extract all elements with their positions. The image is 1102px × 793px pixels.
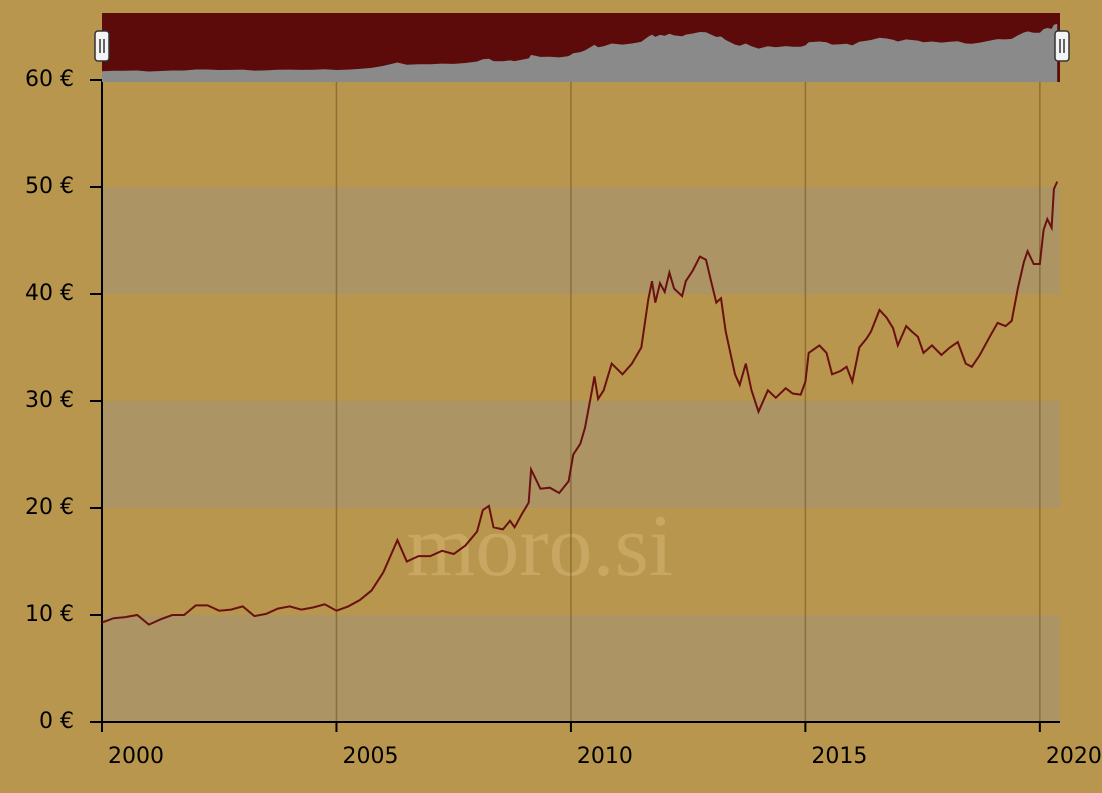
- x-tick-label: 2005: [342, 744, 398, 769]
- grid-band: [102, 401, 1060, 508]
- x-tick-label: 2020: [1046, 744, 1102, 769]
- y-tick-label: 60 €: [25, 67, 74, 92]
- x-tick-label: 2010: [577, 744, 633, 769]
- grid-band: [102, 615, 1060, 722]
- navigator-handle[interactable]: [94, 30, 110, 62]
- y-tick-label: 50 €: [25, 174, 74, 199]
- y-tick-label: 10 €: [25, 602, 74, 627]
- handle-box: [1054, 30, 1070, 62]
- navigator-area: [102, 23, 1058, 82]
- y-tick-label: 0 €: [39, 709, 74, 734]
- y-tick-label: 40 €: [25, 281, 74, 306]
- handle-box: [94, 30, 110, 62]
- watermark: moro.si: [407, 498, 673, 595]
- x-tick-label: 2000: [108, 744, 164, 769]
- x-tick-label: 2015: [811, 744, 867, 769]
- grid-band: [102, 187, 1060, 294]
- price-line: [101, 181, 1059, 626]
- y-tick-label: 30 €: [25, 388, 74, 413]
- navigator-handle[interactable]: [1054, 30, 1070, 62]
- y-tick-label: 20 €: [25, 495, 74, 520]
